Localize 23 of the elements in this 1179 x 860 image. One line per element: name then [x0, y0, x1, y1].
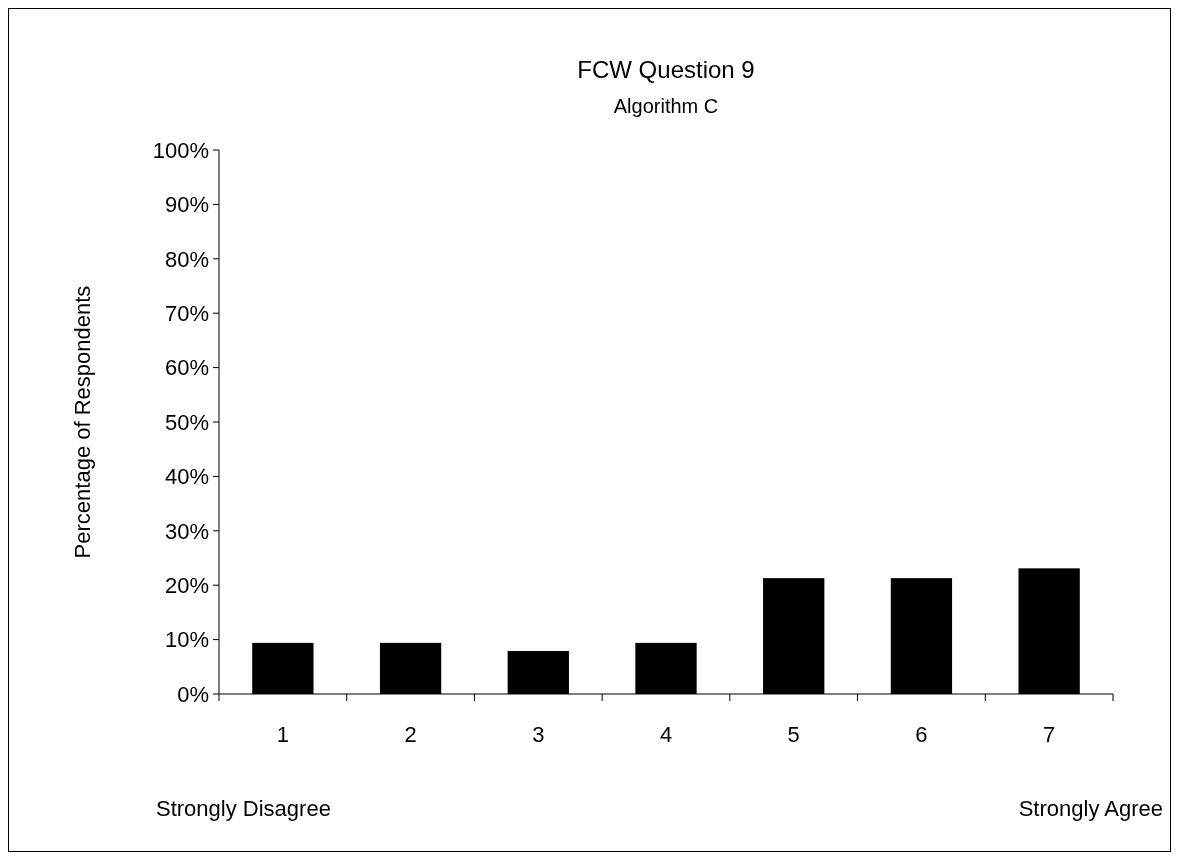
x-tick-label: 5: [787, 722, 800, 747]
y-tick-label: 100%: [152, 137, 209, 163]
x-tick-label: 2: [404, 722, 417, 747]
chart-title: FCW Question 9: [577, 56, 755, 83]
chart-subtitle: Algorithm C: [613, 95, 719, 117]
y-tick-label: 80%: [164, 246, 209, 272]
text: Strongly Agree: [1018, 796, 1163, 821]
y-tick-label: 20%: [164, 572, 209, 598]
x-tick-label: 7: [1043, 722, 1056, 747]
x-tick-label: 3: [532, 722, 545, 747]
x-tick-label: 4: [659, 722, 673, 747]
y-tick-label: 90%: [164, 192, 209, 218]
y-tick-label: 10%: [164, 627, 209, 653]
x-tick-label: 6: [915, 722, 928, 747]
y-axis-title: Percentage of Respondents: [70, 285, 95, 559]
y-tick-label: 50%: [164, 409, 209, 435]
y-tick-label: 0%: [177, 681, 209, 707]
y-tick-label: 30%: [164, 518, 209, 544]
text: Strongly Disagree: [156, 796, 331, 821]
y-tick-label: 60%: [164, 355, 209, 381]
x-tick-label: 1: [276, 722, 289, 747]
y-tick-label: 70%: [164, 300, 209, 326]
y-tick-label: 40%: [164, 464, 209, 490]
